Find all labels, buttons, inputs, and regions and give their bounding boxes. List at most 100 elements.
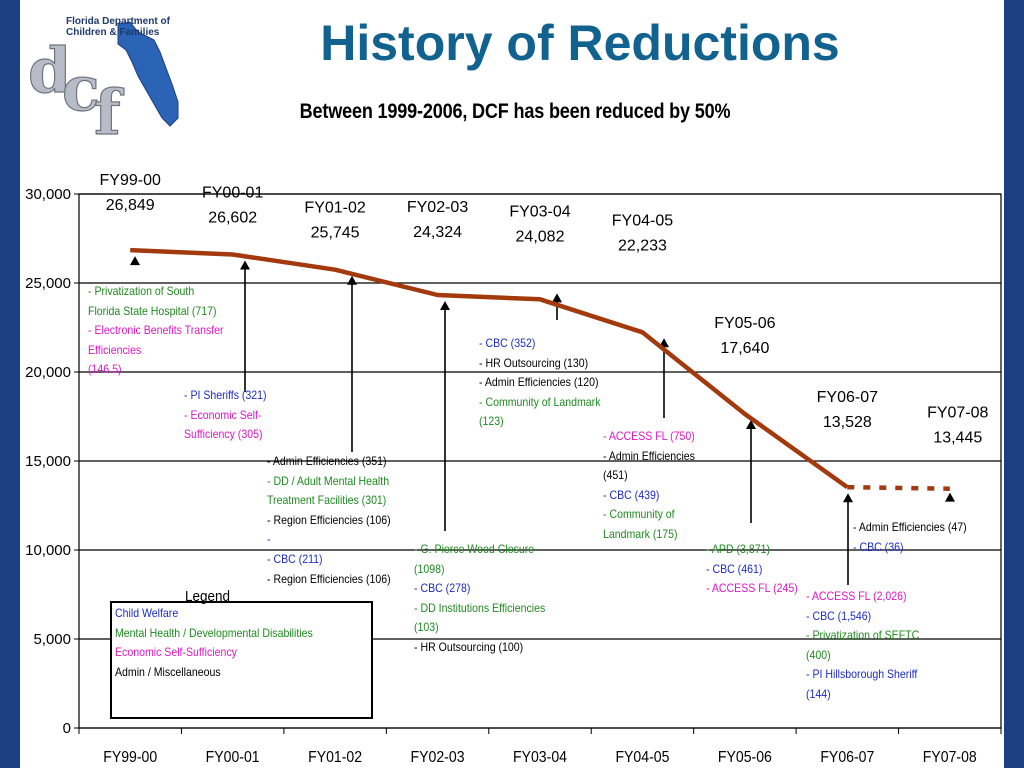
annotation-line: - [267,532,271,547]
x-tick-label: FY07-08 [923,748,977,766]
annotation-line: - ACCESS FL (245) [706,581,798,596]
annotation-line: (103) [414,620,439,635]
annotation-line: - CBC (461) [706,561,763,576]
point-label-fy: FY04-05 [612,212,673,229]
annotation-fy02-03: - G. Pierce Wood Closure (1098) - CBC (2… [414,540,545,658]
annotation-line: Sufficiency (305) [184,427,263,442]
y-tick-label: 30,000 [25,186,71,203]
arrow-head [945,492,955,502]
annotation-line: Landmark (175) [603,526,678,541]
annotation-line: (146.5) [88,362,122,377]
legend-title: Legend [185,588,231,605]
annotation-line: - Privatization of South [88,284,195,298]
point-label-fy: FY01-02 [304,200,365,217]
annotation-line: - CBC (439) [603,487,660,502]
point-label-value: 25,745 [311,225,360,242]
annotation-fy03-04: - CBC (352) - HR Outsourcing (130) - Adm… [479,334,600,432]
annotation-line: - Region Efficiencies (106) [267,512,391,527]
y-tick-label: 5,000 [33,631,71,648]
annotation-fy00-01: - PI Sheriffs (321) - Economic Self- Suf… [184,386,267,445]
annotation-fy01-02: - Admin Efficiencies (351) - DD / Adult … [267,452,391,589]
x-tick-label: FY00-01 [206,748,260,766]
point-label-value: 17,640 [720,340,769,357]
staff-series-line [130,247,849,490]
annotation-line: - DD / Adult Mental Health [267,473,390,488]
dcf-logo: d c f [27,21,179,145]
annotation-line: (1098) [414,561,445,576]
annotation-line: - Admin Efficiencies [603,448,695,463]
y-tick-label: 15,000 [25,453,71,470]
point-label-value: 24,082 [516,228,565,245]
arrow-head [552,293,562,303]
annotation-line: - DD Institutions Efficiencies [414,600,546,615]
left-border-bar [0,0,20,768]
point-label-value: 24,324 [413,224,462,241]
x-tick-label: FY02-03 [411,748,465,766]
arrow-head [843,493,853,503]
svg-text:f: f [94,76,124,145]
annotation-line: - PI Sheriffs (321) [184,388,267,402]
projected-series-line [847,484,950,491]
x-tick-label: FY01-02 [308,748,362,766]
x-tick-label: FY99-00 [103,748,157,766]
legend-item-economic: Economic Self-Sufficiency [115,645,237,659]
point-label-fy: FY02-03 [407,199,468,216]
y-tick-label: 10,000 [25,542,71,559]
point-label-fy: FY99-00 [100,172,161,189]
annotation-line: (451) [603,468,628,483]
point-label-value: 22,233 [618,237,667,254]
annotation-line: - CBC (211) [267,551,323,566]
x-tick-label: FY06-07 [820,748,874,766]
chart-subtitle: Between 1999-2006, DCF has been reduced … [299,100,731,123]
annotation-fy06-07: - ACCESS FL (2,026) - CBC (1,546) - Priv… [806,587,919,705]
arrow-head [240,260,250,270]
x-tick-label: FY04-05 [615,748,669,766]
annotation-line: (123) [479,414,504,429]
annotation-line: - HR Outsourcing (130) [479,355,589,370]
annotation-line: - G. Pierce Wood Closure [414,542,535,556]
y-tick-label: 0 [63,720,71,737]
annotation-line: - PI Hillsborough Sheriff [806,667,918,682]
annotation-line: - ACCESS FL (2,026) [806,589,907,603]
annotation-line: - Admin Efficiencies (47) [853,520,967,534]
y-tick-label: 20,000 [25,364,71,381]
annotation-line: Florida State Hospital (717) [88,303,217,318]
annotation-fy07-08: - Admin Efficiencies (47) - CBC (36) [853,518,967,557]
point-label-value: 26,849 [106,197,155,214]
point-label-fy: FY03-04 [509,203,570,220]
svg-text:d: d [28,34,71,107]
annotation-line: - CBC (278) [414,581,471,596]
arrow-head [746,420,756,430]
annotation-line: - CBC (36) [853,539,904,554]
annotation-line: - Admin Efficiencies (120) [479,375,599,390]
annotation-line: Efficiencies [88,342,142,357]
point-label-value: 26,602 [208,209,257,226]
annotation-line: - Economic Self- [184,407,262,422]
x-tick-label: FY03-04 [513,748,567,766]
annotation-line: (400) [806,647,831,662]
annotation-fy99-00: - Privatization of South Florida State H… [88,282,224,380]
page-title: History of Reductions [320,15,840,71]
annotation-line: (144) [806,686,831,701]
x-tick-label: FY05-06 [718,748,772,766]
svg-text:c: c [62,52,100,125]
annotation-line: - ACCESS FL (750) [603,429,695,443]
annotation-line: Treatment Facilities (301) [267,493,387,508]
annotation-line: - Community of Landmark [479,394,601,409]
legend-item-mental-health: Mental Health / Developmental Disabiliti… [115,625,313,640]
point-label-fy: FY00-01 [202,184,263,201]
annotation-line: - Electronic Benefits Transfer [88,323,224,338]
annotation-line: - Privatization of SEFTC [806,628,920,643]
annotation-line: - HR Outsourcing (100) [414,639,524,654]
annotation-line: - Community of [603,507,675,522]
logo-caption: Florida Department of Children & Familie… [66,16,170,38]
point-label-fy: FY06-07 [817,389,878,406]
annotation-line: - Region Efficiencies (106) [267,571,391,586]
annotation-line: - Admin Efficiencies (351) [267,454,387,468]
annotation-line: - CBC (1,546) [806,608,872,623]
arrow-head [130,256,140,266]
point-label-value: 13,445 [933,430,982,447]
point-label-value: 13,528 [823,414,872,431]
arrow-head [440,301,450,311]
